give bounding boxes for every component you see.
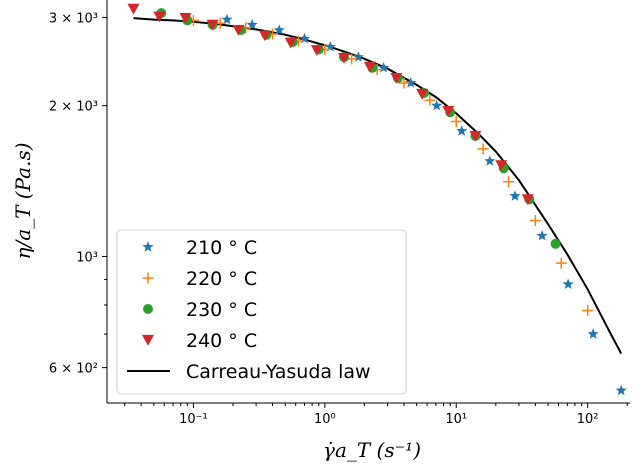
legend-label: Carreau-Yasuda law [186, 361, 371, 383]
data-point [363, 61, 376, 73]
x-tick-label: 10⁰ [314, 412, 336, 427]
data-point [416, 88, 429, 100]
y-tick-label: 6 × 10² [49, 362, 98, 377]
x-tick-label: 10² [577, 412, 599, 427]
legend-label: 210 ° C [186, 237, 257, 259]
y-tick-label: 3 × 10³ [49, 11, 98, 26]
axes: 10⁻¹ 10⁰ 10¹ 10² 6 × 10² 10³ 2 × 10³ 3 × 10³ [49, 0, 630, 427]
data-point [484, 155, 496, 166]
y-tick-label: 2 × 10³ [49, 100, 98, 115]
legend-frame [116, 229, 407, 395]
data-point [615, 384, 627, 396]
data-point [179, 13, 192, 24]
data-point [582, 305, 594, 317]
y-tick-label: 10³ [76, 250, 98, 265]
legend-item: 210 ° C [142, 237, 257, 259]
data-point [258, 30, 271, 42]
legend-marker [142, 241, 154, 252]
data-point [509, 190, 521, 201]
x-axis-label: γ̇a_T (s⁻¹) [323, 438, 421, 462]
data-point [405, 77, 417, 88]
data-point [206, 19, 219, 31]
x-tick-label: 10⁻¹ [179, 412, 208, 427]
data-point [529, 214, 541, 226]
y-axis-label: η/a_T (Pa.s) [11, 142, 35, 259]
legend-label: 240 ° C [186, 330, 257, 352]
data-point [477, 143, 489, 155]
legend-item: 230 ° C [143, 299, 257, 321]
data-point [273, 24, 285, 35]
data-point [442, 106, 455, 117]
data-point [378, 62, 390, 73]
data-point [521, 194, 534, 206]
data-point [550, 238, 561, 249]
data-point [284, 37, 297, 49]
data-point [310, 45, 323, 56]
data-point [587, 328, 599, 339]
data-point [450, 115, 462, 127]
legend-label: 220 ° C [186, 268, 257, 290]
data-point [495, 160, 508, 172]
data-point [324, 41, 336, 52]
data-point [562, 278, 574, 289]
series-4 [127, 3, 534, 206]
data-point [221, 13, 233, 25]
legend-marker [143, 304, 153, 314]
data-marks [127, 3, 627, 396]
data-point [338, 52, 351, 64]
data-point [298, 32, 310, 44]
legend: 210 ° C 220 ° C 230 ° C 240 ° C Carreau-Yasu… [116, 229, 407, 395]
data-point [536, 229, 548, 241]
legend-item: 220 ° C [142, 268, 257, 290]
series-1 [221, 13, 627, 396]
data-point [390, 72, 403, 84]
x-tick-label: 10¹ [445, 412, 467, 427]
data-point [469, 130, 482, 142]
data-point [503, 176, 515, 188]
data-point [232, 25, 245, 36]
legend-item: 240 ° C [142, 330, 257, 352]
data-point [352, 51, 364, 62]
data-point [424, 94, 436, 106]
data-point [398, 77, 410, 89]
legend-marker [142, 272, 154, 284]
data-point [246, 18, 258, 30]
data-point [153, 11, 166, 23]
data-point [127, 3, 140, 15]
legend-marker [142, 334, 154, 346]
legend-label: 230 ° C [186, 299, 257, 321]
legend-item: Carreau-Yasuda law [127, 361, 371, 383]
data-point [555, 257, 567, 269]
data-point [456, 125, 468, 136]
data-point [431, 99, 443, 111]
